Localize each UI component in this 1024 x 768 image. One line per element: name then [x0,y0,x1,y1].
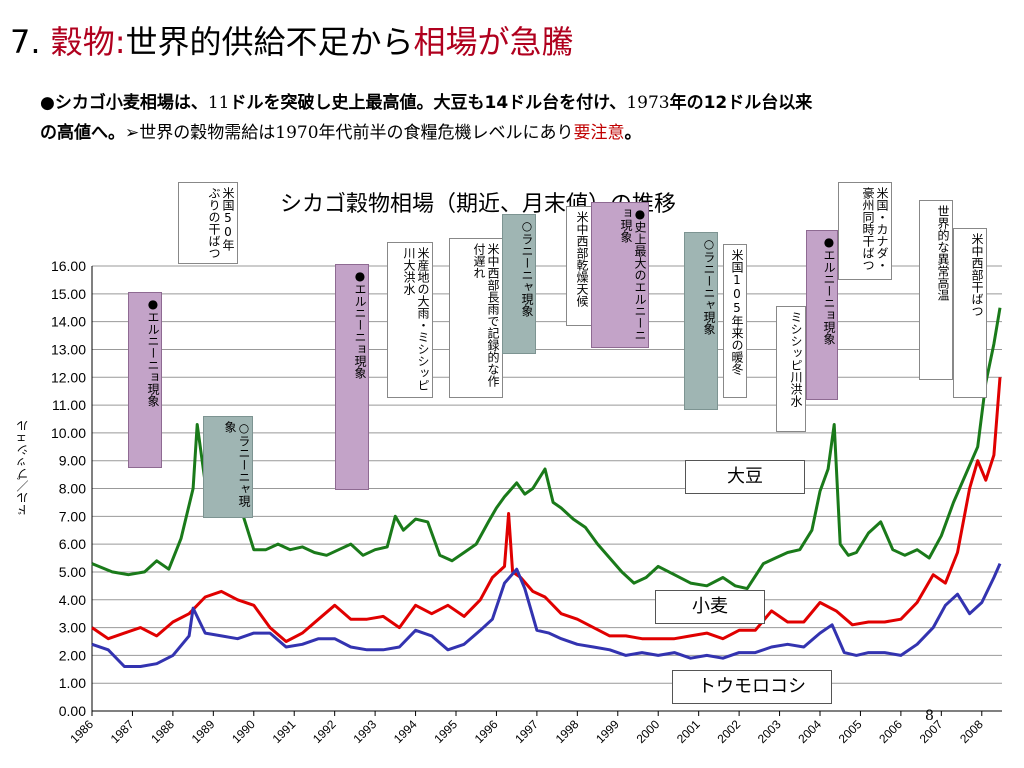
x-tick-label: 1995 [431,717,460,746]
page-number: 8 [925,708,934,724]
y-tick-label: 15.00 [51,286,86,302]
y-axis-label: ドル／ブッシェル [16,420,30,516]
y-tick-label: 11.00 [52,397,86,413]
x-tick-label: 1997 [512,717,541,746]
annotation-drought-2006: 米中西部干ばつ [953,228,987,398]
title-main: 世界的供給不足から [125,23,414,61]
summary-text: ●シカゴ小麦相場は、11ドルを突破し史上最高値。大豆も14ドル台を付け、1973… [40,88,1010,148]
summary-warning: 要注意 [573,123,625,143]
annotation-flood-1993: 米産地の大雨・ミシシッピ川大洪水 [387,242,433,398]
summary-part: 11 [207,93,230,113]
annotation-elnino-1987: ●エルニーニョ現象 [128,292,162,468]
x-tick-label: 1998 [553,717,582,746]
title-surge: 相場が急騰 [413,23,574,61]
annotation-elnino-2002: ●エルニーニョ現象 [806,230,838,400]
y-tick-label: 12.00 [51,369,86,385]
summary-part: ●シカゴ小麦相場は、 [40,93,208,113]
y-tick-label: 5.00 [59,564,86,580]
y-tick-label: 6.00 [59,536,86,552]
x-tick-label: 2008 [957,717,986,746]
annotation-dry-1996: 米中西部乾燥天候 [566,206,592,326]
x-tick-label: 1987 [108,717,137,746]
summary-part: ドルを突破し史上最高値。大豆も [229,93,485,113]
title-grain: 穀物 [50,23,115,61]
summary-part: 14 [484,93,509,113]
x-tick-label: 2003 [755,717,784,746]
y-tick-label: 2.00 [59,647,86,663]
y-tick-label: 4.00 [59,592,86,608]
x-tick-label: 2004 [795,717,824,746]
series-label-soy: 大豆 [685,460,805,494]
x-tick-label: 2005 [836,717,865,746]
price-chart: 0.00 1.00 2.00 3.00 4.00 5.00 6.00 7.00 8.00 9.00… [51,258,1002,746]
x-tick-label: 1996 [472,717,501,746]
summary-part: ドル台以来 [727,93,813,113]
summary-part: の高値へ。➢ [40,123,140,143]
y-tick-label: 7.00 [59,508,86,524]
series-line-corn [91,562,1002,668]
x-tick-label: 1988 [148,717,177,746]
y-tick-label: 16.00 [51,258,86,274]
annotation-drought-1988: 米国50年ぶりの干ばつ [178,182,238,264]
slide-title: 7. 穀物:世界的供給不足から相場が急騰 [10,20,574,64]
summary-part: 世界の穀物需給は1970年代前半の食糧危機レベルにあり [139,123,574,143]
summary-part: 1973 [626,93,670,113]
series-label-wheat: 小麦 [655,590,765,624]
y-tick-label: 8.00 [59,481,86,497]
x-tick-label: 1986 [67,717,96,746]
title-separator: : [114,23,126,61]
summary-part: 年の [669,93,704,113]
x-tick-label: 1989 [189,717,218,746]
x-tick-label: 1992 [310,717,339,746]
y-tick-label: 14.00 [51,314,86,330]
x-tick-label: 2002 [714,717,743,746]
x-tick-label: 1993 [350,717,379,746]
y-tick-label: 13.00 [51,341,86,357]
annotation-lanina-1988: ○ラニーニャ現象 [203,416,253,518]
slide-number: 7. [10,23,41,61]
x-tick-label: 2006 [876,717,905,746]
x-tick-label: 1999 [593,717,622,746]
x-tick-label: 1990 [229,717,258,746]
series-line-soy [91,307,1002,591]
y-tick-label: 3.00 [59,620,86,636]
annotation-heat-2006: 世界的な異常高温 [919,200,953,380]
y-tick-label: 9.00 [59,453,86,469]
annotation-drought-2002: 米国・カナダ・豪州同時干ばつ [838,182,892,280]
x-tick-label: 1994 [391,717,420,746]
annotation-rain-1995: 米中西部長雨で記録的な作付遅れ [449,238,503,398]
y-tick-label: 0.00 [59,703,86,719]
annotation-warm-winter: 米国105年来の暖冬 [723,244,747,398]
x-tick-label: 1991 [270,717,299,746]
x-tick-label: 2001 [674,717,703,746]
annotation-elnino-1997: ●史上最大のエルニーニョ現象 [591,202,649,348]
series-line-wheat [91,377,1002,643]
x-tick-label: 2000 [634,717,663,746]
annotation-lanina-1998: ○ラニーニャ現象 [684,232,718,410]
series-label-corn: トウモロコシ [672,670,832,704]
annotation-flood-2001: ミシシッピ川洪水 [776,306,806,432]
annotation-elnino-1991: ●エルニーニョ現象 [335,264,369,490]
annotation-lanina-1995: ○ラニーニャ現象 [502,214,536,354]
y-tick-label: 10.00 [51,425,86,441]
y-tick-label: 1.00 [59,675,86,691]
summary-part: 。 [624,123,642,143]
summary-part: 12 [703,93,728,113]
summary-part: ドル台を付け、 [508,93,627,113]
